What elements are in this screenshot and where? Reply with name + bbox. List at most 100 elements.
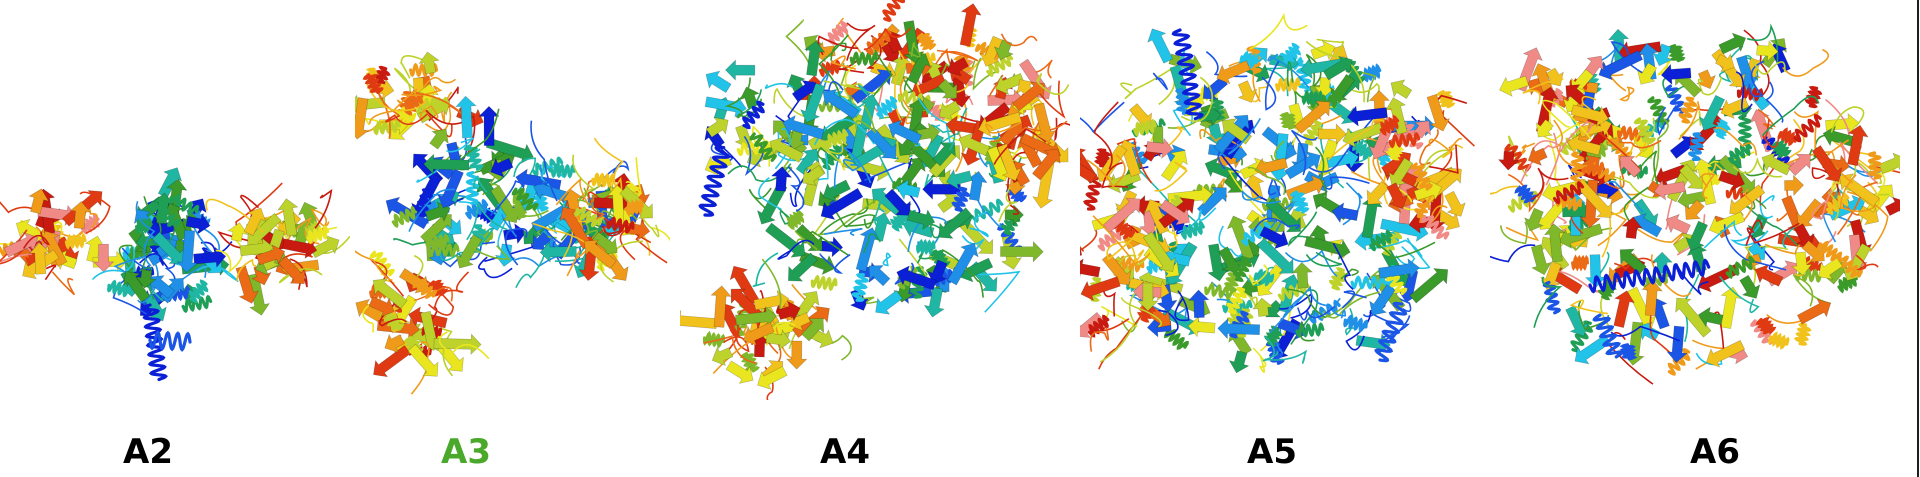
coil-loop [1252, 347, 1267, 373]
helix-ribbon [1133, 118, 1157, 137]
beta-strand [855, 227, 881, 272]
coil-loop [139, 253, 169, 269]
helix-ribbon [1617, 125, 1645, 142]
beta-strand [705, 117, 729, 138]
coil-loop [977, 270, 1021, 313]
coil-loop [916, 250, 945, 264]
helix-ribbon [1793, 114, 1822, 143]
coil-loop [776, 206, 792, 225]
beta-strand [1675, 297, 1712, 338]
coil-loop [1284, 249, 1338, 277]
beta-strand [887, 119, 923, 145]
beta-strand [235, 265, 260, 304]
helix-ribbon [64, 232, 87, 250]
coil-loop [1241, 190, 1282, 204]
beta-strand [559, 206, 592, 250]
helix-ribbon [409, 62, 439, 78]
beta-strand [710, 285, 732, 328]
coil-loop [1080, 101, 1125, 134]
helix-ribbon [591, 172, 615, 188]
coil-loop [1581, 95, 1610, 140]
helix-ribbon [1836, 255, 1863, 278]
beta-strand [1291, 262, 1313, 289]
beta-strand [1386, 182, 1409, 209]
helix-ribbon [1374, 301, 1408, 363]
coil-loop [1490, 185, 1519, 195]
coil-loop [1299, 322, 1315, 342]
beta-strand [947, 242, 979, 286]
coil-loop [1533, 276, 1563, 328]
label-a2: A2 [123, 432, 173, 472]
beta-strand [1213, 114, 1250, 154]
label-a6: A6 [1690, 432, 1740, 472]
coil-loop [310, 208, 330, 231]
coil-loop [600, 240, 644, 283]
helix-ribbon [1619, 343, 1638, 361]
beta-strand [1004, 204, 1024, 226]
coil-loop [1490, 244, 1536, 263]
coil-loop [1522, 78, 1564, 105]
beta-strand [1433, 208, 1460, 231]
coil-loop [941, 248, 984, 298]
helix-ribbon [1239, 50, 1259, 70]
beta-strand [1641, 279, 1663, 317]
beta-strand [1413, 180, 1443, 201]
beta-strand [1217, 317, 1261, 340]
coil-loop [1541, 99, 1592, 140]
helix-ribbon [135, 217, 153, 235]
coil-loop [1597, 130, 1641, 175]
beta-strand [243, 207, 267, 237]
coil-loop [1741, 188, 1753, 223]
helix-ribbon [849, 51, 878, 67]
coil-loop [466, 202, 508, 241]
helix-ribbon [1171, 28, 1204, 121]
helix-ribbon [703, 330, 725, 349]
helix-ribbon [1289, 190, 1310, 214]
beta-strand [1497, 150, 1520, 171]
beta-strand [185, 213, 211, 235]
beta-strand [157, 167, 183, 199]
beta-strand [1637, 62, 1658, 85]
coil-loop [478, 256, 513, 279]
helix-ribbon [1571, 254, 1589, 272]
beta-strand [227, 222, 249, 242]
helix-ribbon [1816, 240, 1843, 261]
coil-loop [855, 104, 877, 134]
coil-loop [1429, 144, 1459, 174]
helix-ribbon [372, 118, 401, 136]
beta-strand [1666, 325, 1688, 363]
helix-ribbon [606, 216, 635, 235]
helix-ribbon [1687, 132, 1706, 161]
beta-strand [532, 232, 551, 251]
right-margin [1900, 0, 1920, 477]
helix-ribbon [1379, 114, 1400, 136]
beta-strand [539, 241, 577, 263]
beta-strand [407, 343, 439, 377]
helix-ribbon [916, 32, 937, 50]
beta-strand [788, 252, 818, 282]
coil-loop [470, 245, 511, 261]
beta-strand [980, 35, 1003, 67]
beta-strand [1318, 123, 1347, 145]
coil-loop [51, 271, 76, 296]
beta-strand [1080, 258, 1101, 278]
beta-strand [1033, 102, 1057, 143]
coil-loop [425, 109, 476, 154]
coil-loop [1520, 132, 1558, 183]
beta-strand [1160, 150, 1188, 182]
beta-strand [1718, 32, 1747, 55]
coil-loop [1395, 246, 1416, 266]
beta-strand [1259, 226, 1289, 250]
helix-ribbon [1180, 220, 1205, 241]
helix-ribbon [1633, 117, 1656, 145]
beta-strand [176, 229, 198, 273]
coil-loop [1286, 61, 1294, 87]
beta-strand [822, 88, 860, 120]
coil-loop [1419, 129, 1439, 166]
coil-loop [1828, 175, 1846, 222]
coil-loop [785, 19, 812, 69]
coil-loop [824, 228, 863, 236]
coil-loop [874, 200, 885, 226]
beta-strand [29, 242, 51, 275]
beta-strand [1218, 246, 1241, 274]
